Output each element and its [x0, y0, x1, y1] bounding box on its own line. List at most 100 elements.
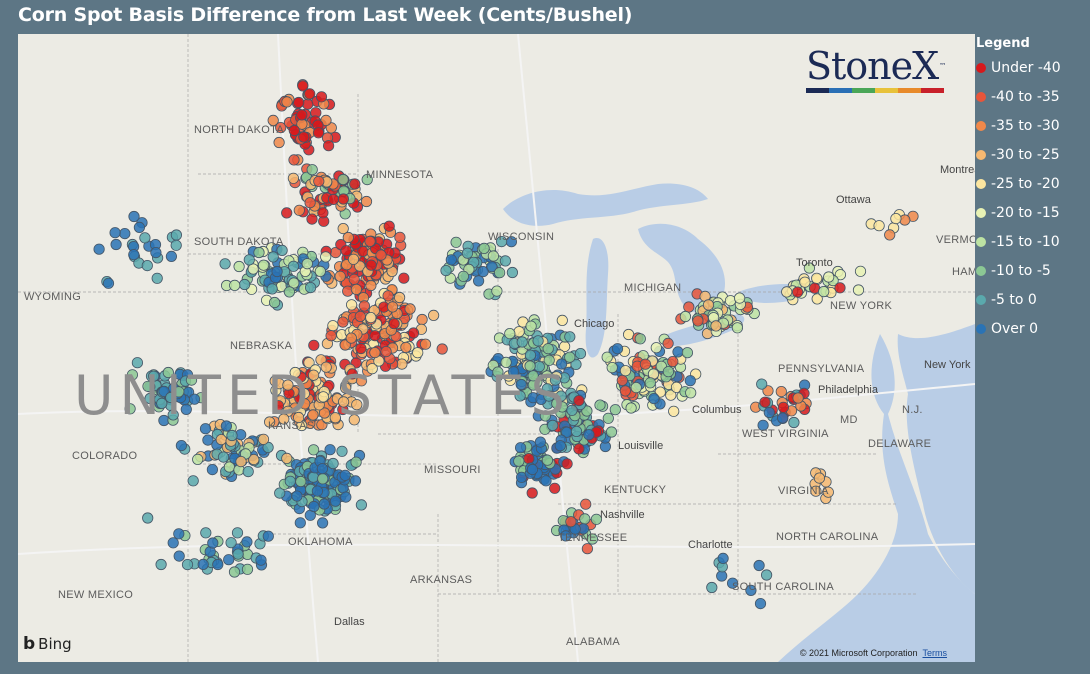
- basis-marker[interactable]: [745, 584, 757, 597]
- basis-marker[interactable]: [492, 366, 504, 378]
- basis-marker[interactable]: [233, 260, 245, 273]
- basis-marker[interactable]: [297, 80, 309, 92]
- basis-marker[interactable]: [131, 357, 144, 369]
- basis-marker[interactable]: [616, 374, 628, 386]
- basis-marker[interactable]: [288, 277, 300, 289]
- basis-marker[interactable]: [852, 284, 865, 296]
- legend-item[interactable]: Over 0: [976, 314, 1088, 343]
- legend-item[interactable]: -30 to -25: [976, 140, 1088, 169]
- basis-marker[interactable]: [200, 527, 212, 539]
- basis-marker[interactable]: [763, 406, 775, 419]
- basis-marker[interactable]: [788, 416, 800, 429]
- basis-marker[interactable]: [361, 174, 373, 186]
- basis-marker[interactable]: [890, 213, 902, 225]
- basis-marker[interactable]: [753, 559, 765, 572]
- terms-link[interactable]: Terms: [922, 648, 948, 658]
- basis-marker[interactable]: [294, 517, 306, 529]
- basis-marker[interactable]: [308, 339, 320, 351]
- basis-marker[interactable]: [202, 434, 214, 446]
- basis-marker[interactable]: [358, 300, 370, 312]
- basis-marker[interactable]: [365, 311, 377, 324]
- basis-marker[interactable]: [311, 485, 323, 497]
- basis-marker[interactable]: [124, 403, 136, 415]
- basis-marker[interactable]: [348, 414, 360, 426]
- basis-marker[interactable]: [823, 271, 835, 283]
- basis-marker[interactable]: [461, 247, 474, 259]
- basis-marker[interactable]: [555, 358, 568, 370]
- basis-marker[interactable]: [354, 310, 366, 322]
- basis-marker[interactable]: [668, 405, 680, 417]
- basis-marker[interactable]: [556, 401, 568, 413]
- basis-marker[interactable]: [525, 320, 537, 332]
- basis-marker[interactable]: [296, 109, 308, 121]
- basis-marker[interactable]: [524, 360, 536, 372]
- basis-marker[interactable]: [188, 393, 201, 405]
- basis-marker[interactable]: [648, 392, 660, 405]
- basis-marker[interactable]: [350, 456, 362, 468]
- basis-marker[interactable]: [337, 223, 349, 235]
- basis-marker[interactable]: [733, 292, 746, 304]
- basis-marker[interactable]: [383, 220, 395, 232]
- basis-marker[interactable]: [301, 258, 313, 270]
- basis-marker[interactable]: [822, 486, 834, 498]
- basis-marker[interactable]: [672, 346, 684, 358]
- basis-marker[interactable]: [590, 513, 603, 525]
- basis-marker[interactable]: [365, 259, 377, 271]
- basis-marker[interactable]: [499, 255, 511, 267]
- basis-marker[interactable]: [255, 554, 267, 566]
- basis-marker[interactable]: [175, 439, 187, 452]
- basis-marker[interactable]: [873, 220, 885, 232]
- basis-marker[interactable]: [320, 361, 332, 373]
- basis-marker[interactable]: [605, 426, 618, 438]
- basis-marker[interactable]: [369, 330, 381, 342]
- basis-marker[interactable]: [287, 172, 299, 184]
- basis-marker[interactable]: [241, 563, 254, 575]
- basis-marker[interactable]: [524, 349, 537, 361]
- basis-marker[interactable]: [287, 260, 300, 272]
- basis-marker[interactable]: [307, 409, 319, 421]
- basis-marker[interactable]: [514, 442, 527, 454]
- basis-marker[interactable]: [225, 537, 237, 549]
- basis-marker[interactable]: [504, 327, 516, 340]
- basis-marker[interactable]: [243, 254, 255, 266]
- basis-marker[interactable]: [365, 279, 377, 292]
- basis-marker[interactable]: [440, 265, 452, 277]
- basis-marker[interactable]: [366, 363, 378, 375]
- basis-marker[interactable]: [165, 250, 177, 262]
- basis-marker[interactable]: [248, 453, 260, 466]
- basis-marker[interactable]: [662, 337, 674, 349]
- basis-marker[interactable]: [340, 245, 352, 257]
- basis-marker[interactable]: [306, 164, 318, 176]
- basis-marker[interactable]: [684, 375, 696, 387]
- basis-marker[interactable]: [665, 389, 677, 401]
- basis-marker[interactable]: [307, 444, 320, 456]
- basis-marker[interactable]: [262, 530, 274, 542]
- basis-marker[interactable]: [206, 463, 218, 476]
- basis-marker[interactable]: [329, 412, 341, 424]
- basis-marker[interactable]: [513, 326, 525, 338]
- legend-item[interactable]: -40 to -35: [976, 82, 1088, 111]
- basis-marker[interactable]: [573, 394, 585, 407]
- basis-marker[interactable]: [119, 228, 131, 240]
- basis-marker[interactable]: [109, 227, 121, 239]
- basis-marker[interactable]: [170, 239, 182, 251]
- basis-marker[interactable]: [223, 554, 235, 566]
- legend-item[interactable]: -35 to -30: [976, 111, 1088, 140]
- basis-marker[interactable]: [650, 342, 662, 354]
- basis-marker[interactable]: [382, 290, 394, 302]
- basis-marker[interactable]: [273, 136, 285, 149]
- basis-marker[interactable]: [884, 229, 896, 241]
- basis-marker[interactable]: [760, 569, 773, 581]
- basis-marker[interactable]: [803, 262, 816, 274]
- basis-marker[interactable]: [513, 455, 525, 467]
- basis-marker[interactable]: [274, 487, 286, 499]
- basis-marker[interactable]: [253, 246, 265, 259]
- basis-marker[interactable]: [731, 322, 744, 334]
- basis-marker[interactable]: [258, 259, 270, 271]
- legend-item[interactable]: -10 to -5: [976, 256, 1088, 285]
- basis-marker[interactable]: [320, 251, 332, 263]
- basis-marker[interactable]: [229, 279, 241, 291]
- basis-marker[interactable]: [565, 516, 577, 528]
- basis-marker[interactable]: [639, 358, 652, 370]
- basis-marker[interactable]: [818, 286, 830, 298]
